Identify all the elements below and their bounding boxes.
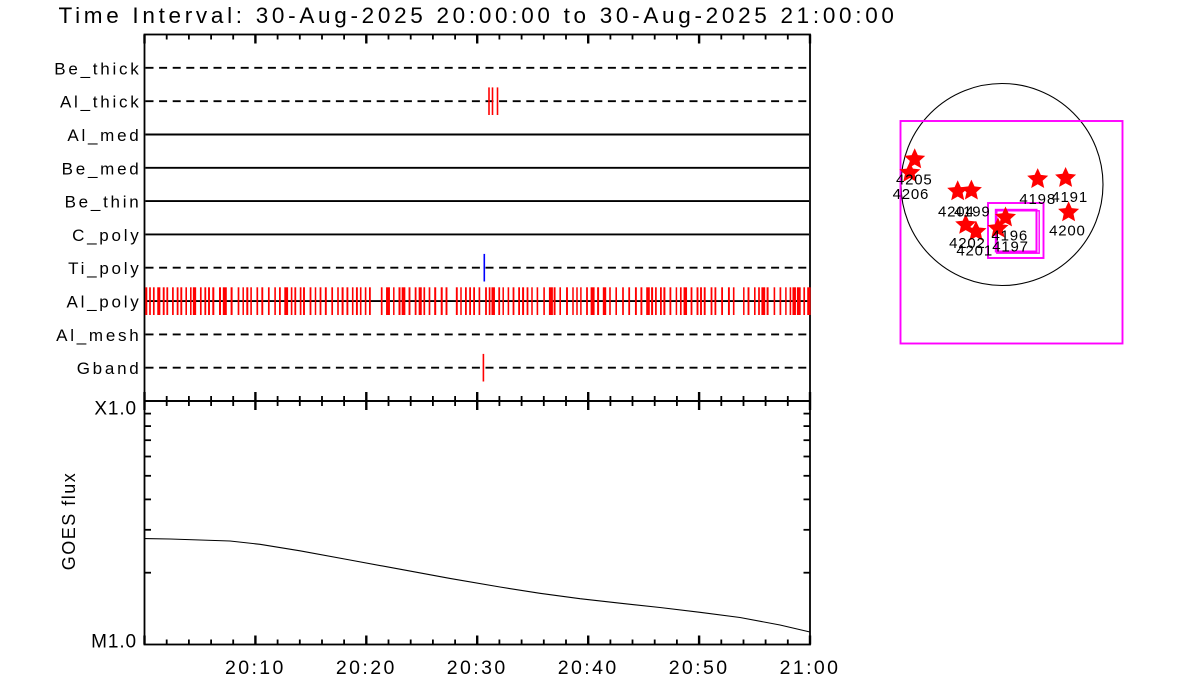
svg-text:20:50: 20:50	[669, 657, 730, 679]
svg-text:4196: 4196	[992, 227, 1029, 244]
svg-text:Gband: Gband	[77, 359, 142, 378]
svg-text:X1.0: X1.0	[94, 399, 137, 420]
svg-text:20:30: 20:30	[447, 657, 508, 679]
svg-text:Al_med: Al_med	[67, 126, 141, 145]
svg-text:21:00: 21:00	[780, 657, 841, 679]
svg-text:C_poly: C_poly	[72, 226, 141, 245]
svg-text:20:10: 20:10	[225, 657, 286, 679]
svg-text:4198: 4198	[1019, 191, 1056, 208]
svg-text:Al_poly: Al_poly	[66, 293, 141, 312]
svg-text:GOES flux: GOES flux	[59, 472, 79, 571]
svg-text:4205: 4205	[896, 172, 933, 189]
svg-text:Al_thick: Al_thick	[60, 93, 142, 112]
svg-text:4201: 4201	[956, 243, 993, 260]
svg-text:Be_thin: Be_thin	[65, 193, 142, 212]
svg-text:M1.0: M1.0	[91, 631, 137, 652]
svg-text:4204: 4204	[938, 203, 975, 220]
svg-text:4200: 4200	[1049, 222, 1086, 239]
svg-text:Ti_poly: Ti_poly	[68, 259, 141, 278]
svg-text:4206: 4206	[893, 186, 930, 203]
svg-text:4197: 4197	[992, 238, 1029, 255]
svg-text:Time Interval: 30-Aug-2025 20:: Time Interval: 30-Aug-2025 20:00:00 to 3…	[59, 3, 898, 28]
svg-text:4202: 4202	[949, 235, 986, 252]
svg-text:20:20: 20:20	[336, 657, 397, 679]
svg-text:4199: 4199	[954, 203, 991, 220]
svg-text:4191: 4191	[1051, 189, 1088, 206]
svg-text:Be_thick: Be_thick	[54, 59, 141, 78]
svg-text:Al_mesh: Al_mesh	[56, 326, 141, 345]
svg-text:20:40: 20:40	[558, 657, 619, 679]
svg-text:Be_med: Be_med	[62, 159, 142, 178]
